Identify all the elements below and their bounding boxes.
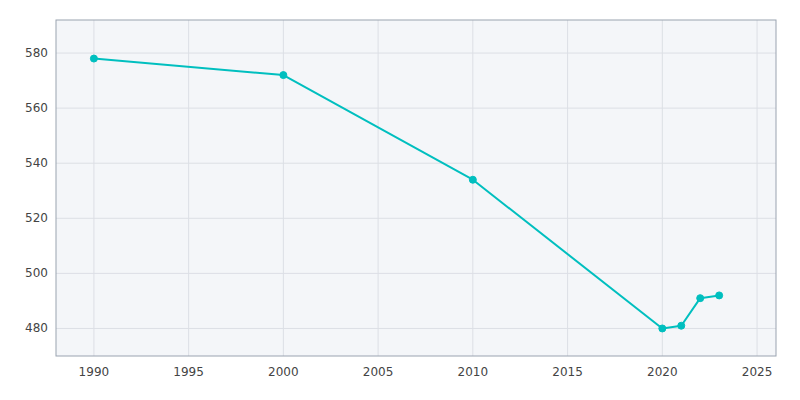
- x-grid-line: [757, 20, 758, 356]
- data-point: [716, 292, 723, 299]
- plot-frame: [56, 20, 776, 356]
- data-point: [90, 55, 97, 62]
- x-tick-label: 1995: [173, 365, 204, 379]
- series: [90, 55, 722, 332]
- x-grid-line: [188, 20, 189, 356]
- x-grid-line: [472, 20, 473, 356]
- y-tick-label: 500: [25, 266, 48, 280]
- x-grid-line: [378, 20, 379, 356]
- y-grid-line: [56, 53, 776, 54]
- x-tick-label: 2015: [552, 365, 583, 379]
- data-point: [280, 72, 287, 79]
- chart-container: 480 500 520 540 560 580 1990 1995 2000 2005 2010 20…: [0, 0, 800, 400]
- data-point: [697, 295, 704, 302]
- x-tick-label: 1990: [79, 365, 110, 379]
- y-grid-line: [56, 108, 776, 109]
- x-grid-line: [283, 20, 284, 356]
- x-tick-label: 2025: [742, 365, 773, 379]
- y-tick-label: 560: [25, 101, 48, 115]
- x-grid-line: [93, 20, 94, 356]
- y-tick-label: 520: [25, 211, 48, 225]
- data-point: [469, 176, 476, 183]
- x-tick-label: 2010: [458, 365, 489, 379]
- population-line: [94, 59, 719, 329]
- y-tick-label: 480: [25, 321, 48, 335]
- data-point: [678, 322, 685, 329]
- tick-labels: 480 500 520 540 560 580 1990 1995 2000 2005 2010 20…: [25, 46, 772, 379]
- plot-background: [56, 20, 776, 356]
- x-grid-line: [662, 20, 663, 356]
- data-point: [659, 325, 666, 332]
- y-tick-label: 580: [25, 46, 48, 60]
- x-grid-line: [567, 20, 568, 356]
- y-grid-line: [56, 218, 776, 219]
- x-tick-label: 2020: [647, 365, 678, 379]
- y-grid-line: [56, 273, 776, 274]
- y-grid-line: [56, 163, 776, 164]
- y-tick-label: 540: [25, 156, 48, 170]
- x-tick-label: 2000: [268, 365, 299, 379]
- x-tick-label: 2005: [363, 365, 394, 379]
- chart-svg: 480 500 520 540 560 580 1990 1995 2000 2005 2010 20…: [0, 0, 800, 400]
- grid: [56, 20, 776, 356]
